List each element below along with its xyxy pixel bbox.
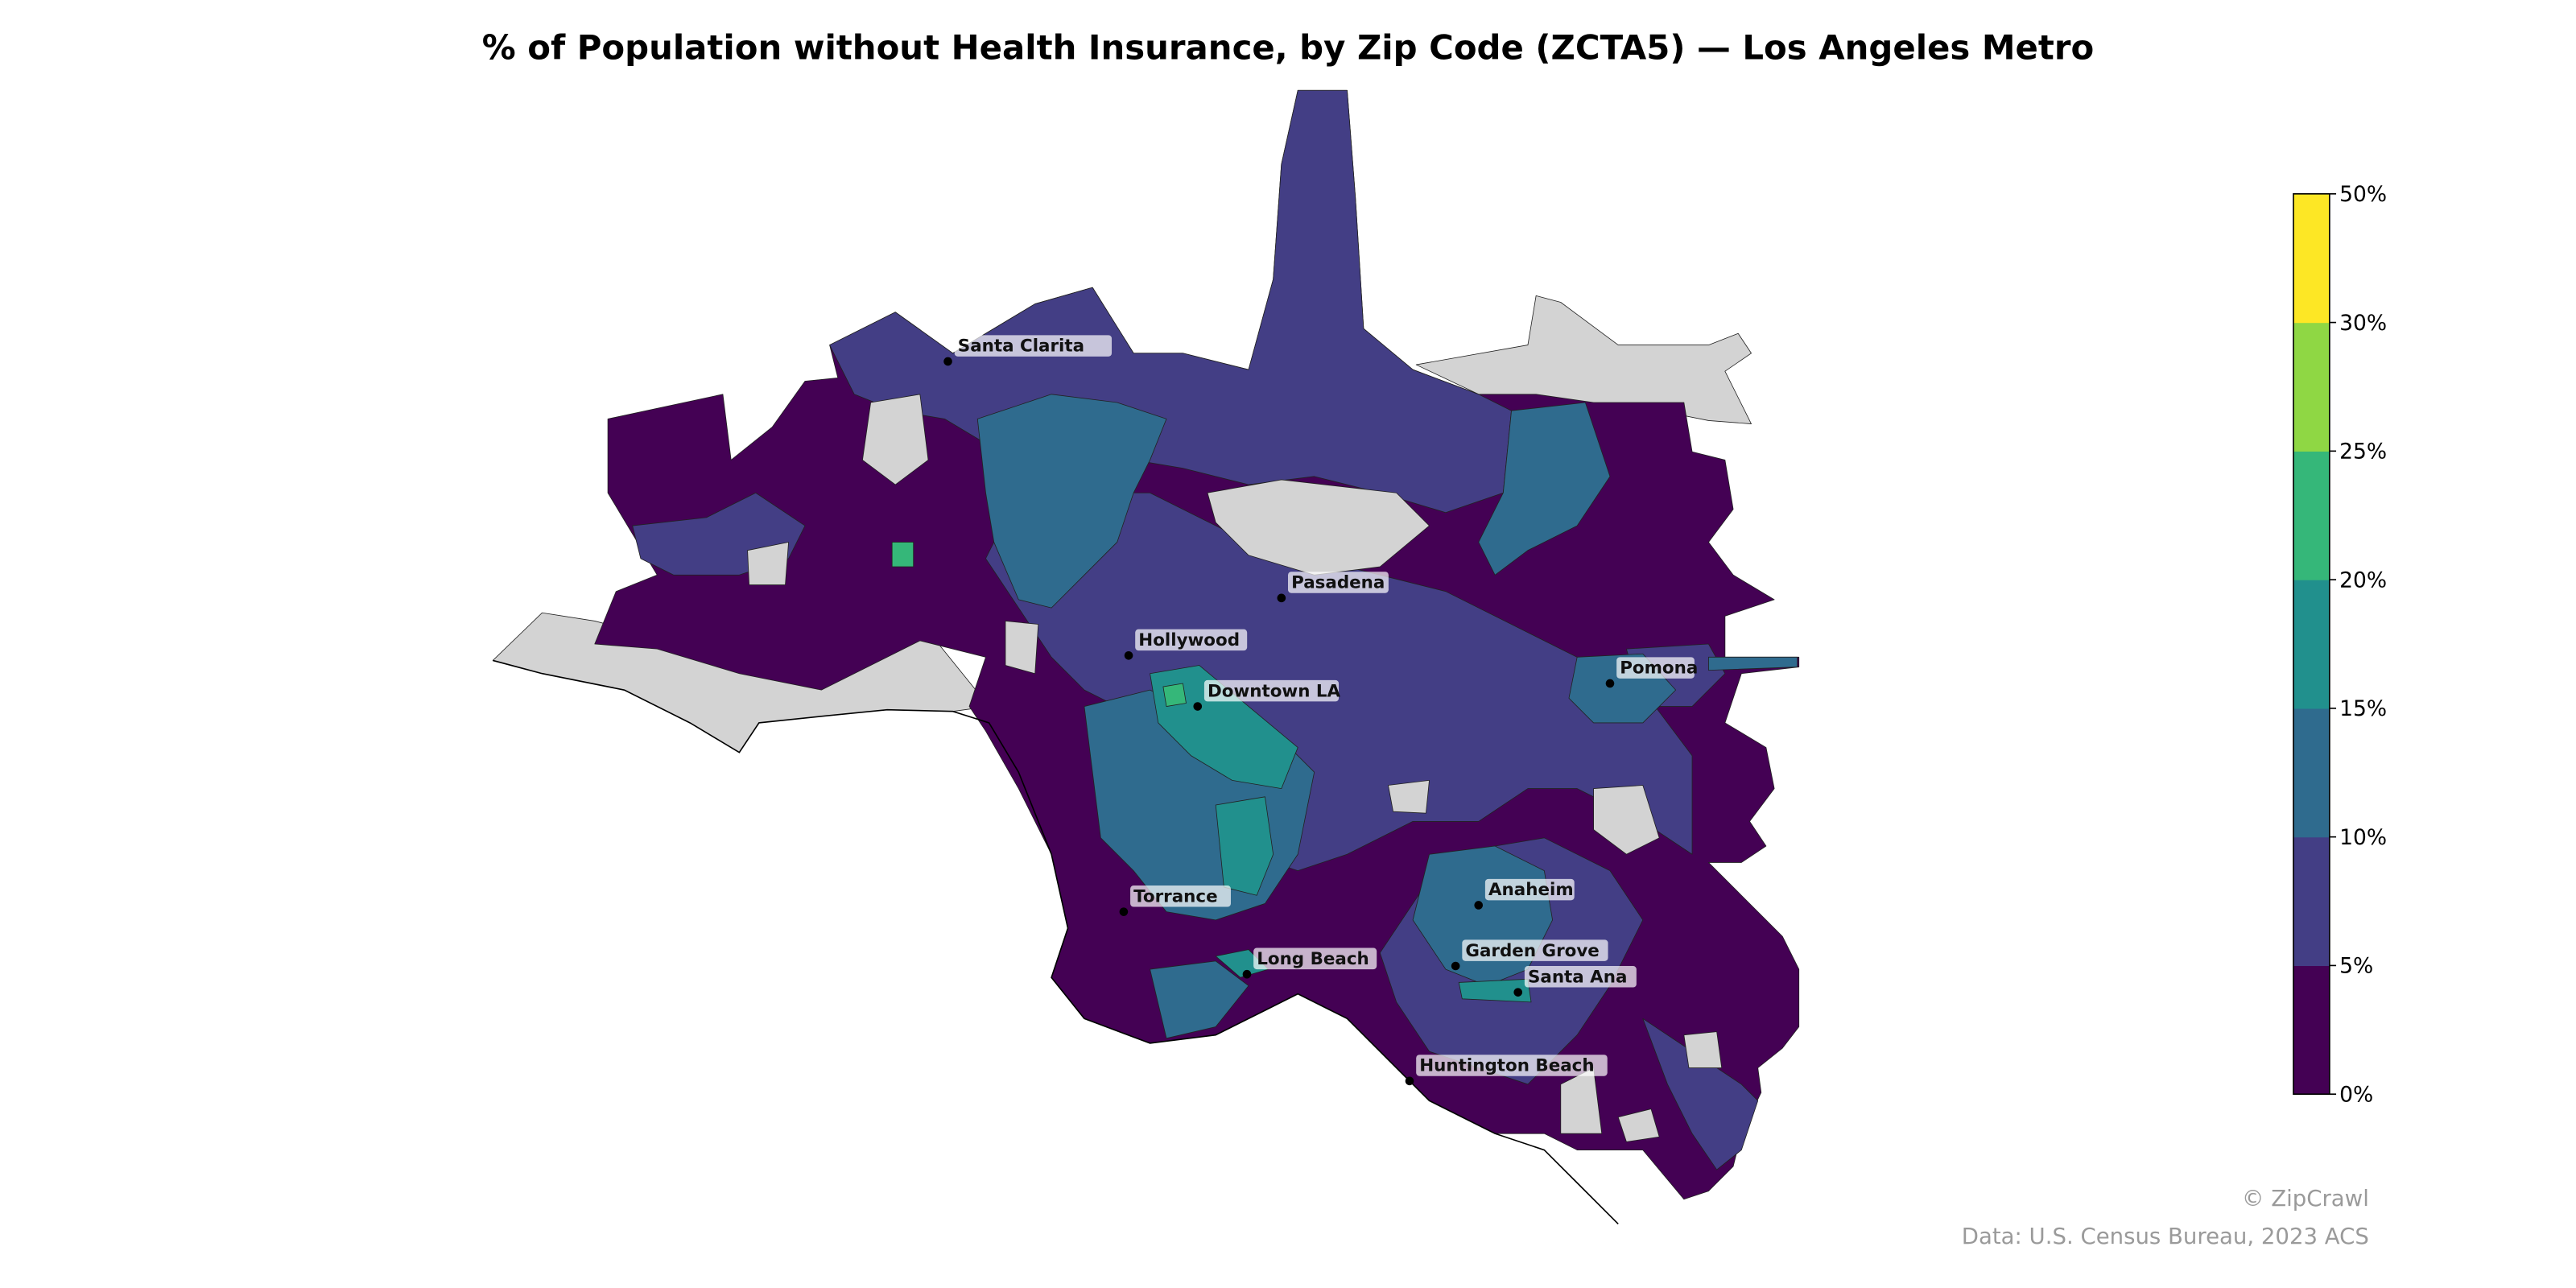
colorbar-bin <box>2293 451 2330 580</box>
city-marker: Garden Grove <box>1451 939 1608 971</box>
city-label: Long Beach <box>1257 949 1369 969</box>
city-label: Torrance <box>1133 886 1217 906</box>
zip-region <box>1708 656 1798 671</box>
city-marker: Pomona <box>1605 657 1698 688</box>
colorbar-tick-label: 20% <box>2339 568 2387 592</box>
colorbar-tick-label: 50% <box>2339 182 2387 207</box>
colorbar-tick-label: 15% <box>2339 696 2387 721</box>
city-marker: Torrance <box>1119 886 1231 916</box>
colorbar-bin <box>2293 708 2330 838</box>
city-label-box <box>1462 939 1608 961</box>
data-source-credit: Data: U.S. Census Bureau, 2023 ACS <box>1962 1224 2369 1249</box>
city-marker: Downtown LA <box>1193 679 1341 711</box>
colorbar-bin <box>2293 193 2330 324</box>
city-dot <box>943 357 952 366</box>
colorbar-tick-label: 0% <box>2339 1082 2373 1107</box>
city-marker: Santa Clarita <box>943 335 1113 366</box>
zip-region-no-data <box>1617 1108 1660 1142</box>
zip-region <box>1162 683 1187 707</box>
colorbar-frame <box>2293 193 2330 1095</box>
zip-region <box>891 542 914 568</box>
city-label: Pasadena <box>1291 573 1385 593</box>
zip-region <box>1458 978 1532 1003</box>
colorbar-bin <box>2293 322 2330 452</box>
city-dot <box>1277 593 1286 603</box>
colorbar-tick-label: 30% <box>2339 311 2387 336</box>
city-dot <box>1405 1076 1414 1086</box>
city-label: Hollywood <box>1138 630 1240 650</box>
colorbar-bin <box>2293 836 2330 967</box>
city-marker: Huntington Beach <box>1405 1055 1608 1086</box>
colorbar: 0% 5% 10% 15% 20% 25% 30% 50% <box>2293 182 2387 1107</box>
city-label-box <box>1253 947 1377 970</box>
colorbar-bin <box>2293 965 2330 1095</box>
city-dot <box>1605 679 1615 688</box>
city-marker: Hollywood <box>1124 629 1248 660</box>
city-label-box <box>1524 966 1637 988</box>
zip-region <box>985 492 1693 872</box>
city-dot <box>1124 650 1133 660</box>
zip-region-no-data <box>1593 785 1660 855</box>
city-dot <box>1119 907 1129 916</box>
zip-region-no-data <box>1388 779 1430 814</box>
city-marker: Anaheim <box>1474 878 1575 910</box>
zip-region <box>1150 960 1249 1039</box>
copyright-credit: © ZipCrawl <box>2242 1186 2369 1212</box>
city-label: Pomona <box>1620 658 1698 679</box>
colorbar-tick-label: 25% <box>2339 440 2387 464</box>
city-marker: Pasadena <box>1277 572 1389 603</box>
zip-region <box>1478 402 1611 576</box>
city-label: Anaheim <box>1488 880 1574 900</box>
city-label-box <box>1135 629 1248 651</box>
zip-region-no-data <box>747 542 789 585</box>
city-label: Garden Grove <box>1465 941 1599 961</box>
zip-region <box>1215 796 1274 896</box>
city-label: Santa Ana <box>1528 967 1627 987</box>
city-dot <box>1474 901 1484 910</box>
city-label: Downtown LA <box>1208 681 1341 701</box>
coastline-line <box>493 659 1619 1224</box>
city-dot <box>1242 969 1252 979</box>
city-label-box <box>1416 1055 1608 1076</box>
city-dot <box>1193 702 1203 711</box>
city-label-box <box>1484 878 1575 901</box>
coastline <box>493 659 1619 1224</box>
colorbar-tick-label: 10% <box>2339 825 2387 850</box>
city-label: Huntington Beach <box>1419 1056 1594 1076</box>
zip-region-no-data <box>1005 621 1039 675</box>
zip-region <box>976 394 1167 609</box>
city-marker: Long Beach <box>1242 947 1377 979</box>
city-marker: Santa Ana <box>1513 966 1637 997</box>
colorbar-tick-label: 5% <box>2339 954 2373 979</box>
city-label: Santa Clarita <box>958 336 1084 357</box>
city-label-box <box>1203 679 1340 702</box>
city-label-box <box>1288 572 1389 593</box>
zip-region <box>1150 665 1298 789</box>
zip-region-no-data <box>862 394 929 485</box>
city-markers: Santa Clarita Pasadena Hollywood Downtown L… <box>943 335 1698 1086</box>
city-dot <box>1513 988 1523 997</box>
city-label-box <box>1130 886 1231 907</box>
colorbar-bin <box>2293 580 2330 709</box>
city-label-box <box>954 335 1113 357</box>
city-dot <box>1451 961 1460 971</box>
zip-region-no-data <box>1207 479 1430 576</box>
zip-region-no-data <box>1683 1031 1723 1068</box>
city-label-box <box>1616 657 1695 679</box>
chart-title: % of Population without Health Insurance… <box>482 27 2094 67</box>
